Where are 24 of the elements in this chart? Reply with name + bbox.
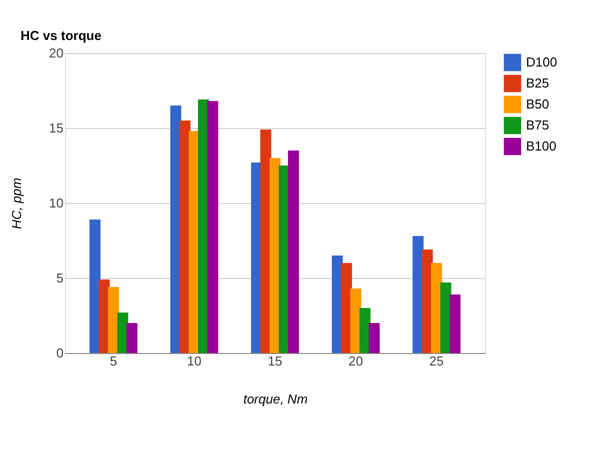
bar bbox=[368, 323, 380, 353]
legend-label: D100 bbox=[526, 54, 558, 70]
x-tick-label: 10 bbox=[186, 354, 202, 368]
x-axis-title: torque, Nm bbox=[243, 392, 308, 406]
bar bbox=[341, 263, 352, 353]
y-tick-label: 15 bbox=[49, 120, 64, 136]
x-tick-label: 20 bbox=[348, 354, 364, 368]
bar bbox=[126, 323, 138, 353]
legend-label: B25 bbox=[526, 76, 550, 90]
y-tick-label: 20 bbox=[49, 46, 64, 60]
chart-title: HC vs torque bbox=[20, 28, 102, 43]
x-tick-label: 25 bbox=[429, 354, 444, 368]
x-tick-label: 15 bbox=[268, 354, 282, 368]
legend-label: B75 bbox=[526, 118, 550, 132]
legend-label: B50 bbox=[526, 96, 550, 112]
y-tick-label: 0 bbox=[56, 346, 64, 360]
y-axis-title: HC, ppm bbox=[9, 178, 24, 230]
x-tick-label: 5 bbox=[110, 354, 118, 368]
y-tick-label: 10 bbox=[49, 196, 64, 210]
bar bbox=[207, 101, 218, 353]
y-tick-label: 5 bbox=[56, 270, 64, 286]
legend-label: B100 bbox=[526, 138, 556, 154]
bar bbox=[450, 294, 460, 353]
bar bbox=[288, 150, 299, 353]
